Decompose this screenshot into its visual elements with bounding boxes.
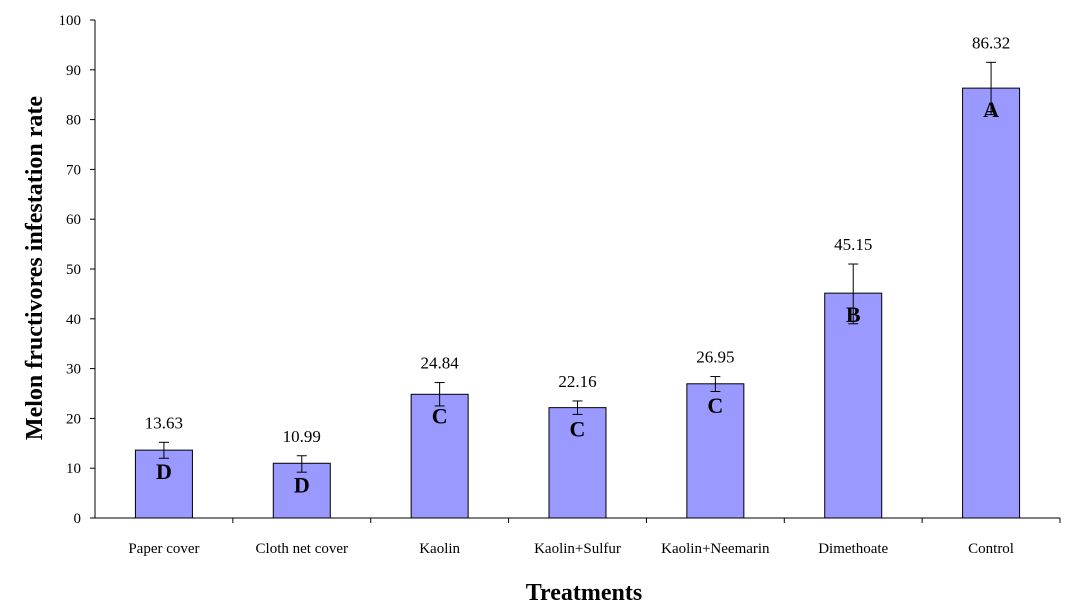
category-label: Kaolin+Sulfur	[534, 541, 621, 557]
error-bar	[986, 61, 997, 116]
value-label: 86.32	[972, 33, 1010, 52]
category-label: Kaolin+Neemarin	[661, 541, 770, 557]
category-label: Control	[968, 541, 1014, 557]
group-letter: D	[294, 472, 310, 497]
error-bar	[710, 376, 721, 393]
group-letter: C	[707, 393, 723, 418]
bar	[134, 449, 193, 519]
y-tick-label: 30	[66, 362, 81, 378]
value-label: 22.16	[558, 372, 596, 391]
y-tick-label: 20	[66, 411, 81, 427]
y-tick-label: 60	[66, 212, 81, 228]
bar	[410, 393, 469, 519]
y-tick-label: 40	[66, 312, 81, 328]
y-tick-label: 0	[74, 511, 82, 527]
category-label: Cloth net cover	[256, 541, 348, 557]
bar	[686, 383, 745, 519]
y-axis-title: Melon fructivores infestation rate	[22, 96, 48, 440]
value-label: 26.95	[696, 348, 734, 367]
y-tick-label: 50	[66, 262, 81, 278]
error-bar	[848, 263, 859, 325]
category-labels: Paper cover Cloth net cover Kaolin Kaolin+S…	[128, 518, 1061, 557]
category-label: Dimethoate	[818, 541, 888, 557]
value-label: 13.63	[145, 413, 183, 432]
y-tick-label: 70	[66, 162, 81, 178]
y-tick-label: 10	[66, 461, 81, 477]
value-label: 24.84	[421, 354, 460, 373]
group-letter: C	[432, 403, 448, 428]
category-label: Kaolin	[419, 541, 460, 557]
error-bar	[296, 455, 307, 473]
group-letter: C	[570, 417, 586, 442]
category-label: Paper cover	[128, 541, 199, 557]
bar	[548, 407, 607, 519]
value-labels: 13.63 10.99 24.84 22.16 26.95 45.15 86.32	[145, 33, 1010, 445]
error-bars	[158, 61, 997, 473]
value-label: 45.15	[834, 235, 872, 254]
group-letter: A	[983, 97, 999, 122]
bars	[134, 87, 1021, 519]
value-label: 10.99	[283, 427, 321, 446]
y-axis-ticks: 0 10 20 30 40 50 60 70 80 90 100	[59, 13, 95, 527]
group-letters: D D C C C B A	[156, 97, 999, 497]
y-tick-label: 100	[59, 13, 82, 29]
x-axis-title: Treatments	[526, 580, 642, 605]
error-bar	[434, 382, 445, 407]
group-letter: D	[156, 459, 172, 484]
error-bar	[158, 441, 169, 459]
y-tick-label: 90	[66, 63, 81, 79]
y-tick-label: 80	[66, 113, 81, 129]
group-letter: B	[846, 302, 861, 327]
bar	[962, 87, 1021, 519]
error-bar	[572, 400, 583, 415]
